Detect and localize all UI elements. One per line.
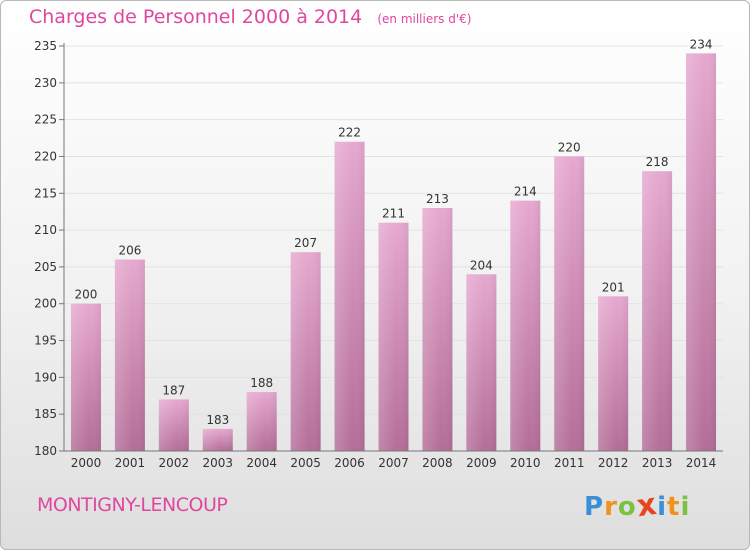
bar-shade (158, 399, 189, 451)
bar-shade (422, 208, 453, 451)
x-tick-label: 2003 (202, 456, 233, 470)
y-tick-label: 230 (34, 76, 57, 90)
x-tick-label: 2001 (115, 456, 146, 470)
bar-shade (378, 222, 409, 451)
y-tick-label: 185 (34, 407, 57, 421)
x-tick-label: 2014 (686, 456, 717, 470)
x-tick-label: 2004 (246, 456, 277, 470)
bar-shade (334, 141, 365, 451)
bar-value-label: 187 (162, 383, 185, 397)
bar-value-label: 222 (338, 126, 361, 140)
bar-shade (686, 53, 717, 451)
x-tick-label: 2011 (554, 456, 585, 470)
bar-value-label: 183 (206, 413, 229, 427)
bar-value-label: 207 (294, 236, 317, 250)
bar-shade (114, 259, 145, 451)
bar-shade (598, 296, 629, 451)
x-tick-label: 2013 (642, 456, 673, 470)
bar-value-label: 211 (382, 207, 405, 221)
bar-shade (510, 200, 541, 451)
bar-value-label: 218 (646, 155, 669, 169)
x-tick-label: 2005 (290, 456, 321, 470)
chart-title: Charges de Personnel 2000 à 2014 (29, 6, 363, 28)
x-tick-label: 2002 (159, 456, 190, 470)
bar-value-label: 206 (118, 244, 141, 258)
y-tick-label: 210 (34, 223, 57, 237)
city-name: MONTIGNY-LENCOUP (37, 494, 228, 516)
logo-letter: i (680, 492, 691, 522)
chart-subtitle: (en milliers d'€) (377, 12, 472, 26)
proxiti-logo-icon[interactable]: Proxiti (584, 486, 691, 525)
bar-shade (554, 156, 585, 452)
logo-letter: o (617, 492, 637, 522)
y-tick-label: 215 (34, 186, 57, 200)
x-tick-label: 2012 (598, 456, 629, 470)
bar-value-label: 220 (558, 140, 581, 154)
logo-letter: x (634, 486, 660, 525)
bar-shade (202, 428, 233, 451)
x-tick-label: 2010 (510, 456, 541, 470)
logo-letter: P (584, 492, 605, 522)
bar-value-label: 188 (250, 376, 273, 390)
bar-value-label: 204 (470, 258, 493, 272)
y-tick-label: 225 (34, 113, 57, 127)
y-tick-label: 180 (34, 444, 57, 458)
x-tick-label: 2000 (71, 456, 102, 470)
bar-value-label: 234 (690, 37, 713, 51)
bar-shade (70, 303, 101, 451)
y-tick-label: 205 (34, 260, 57, 274)
y-tick-label: 190 (34, 370, 57, 384)
bar-value-label: 214 (514, 185, 537, 199)
chart-title-block: Charges de Personnel 2000 à 2014 (en mil… (29, 6, 471, 28)
logo-letter: t (667, 492, 681, 522)
x-tick-label: 2009 (466, 456, 497, 470)
bar-shade (246, 392, 277, 451)
logo-letter: i (657, 492, 668, 522)
bar-shade (642, 171, 673, 451)
y-tick-label: 200 (34, 297, 57, 311)
bar-shade (466, 274, 497, 451)
logo-letter: r (604, 492, 618, 522)
y-tick-label: 235 (34, 39, 57, 53)
x-tick-label: 2008 (422, 456, 453, 470)
x-tick-label: 2007 (378, 456, 409, 470)
bar-value-label: 213 (426, 192, 449, 206)
x-tick-label: 2006 (334, 456, 365, 470)
bar-value-label: 201 (602, 280, 625, 294)
y-tick-label: 195 (34, 334, 57, 348)
bar-value-label: 200 (75, 288, 98, 302)
bar-shade (290, 252, 321, 451)
y-tick-label: 220 (34, 149, 57, 163)
